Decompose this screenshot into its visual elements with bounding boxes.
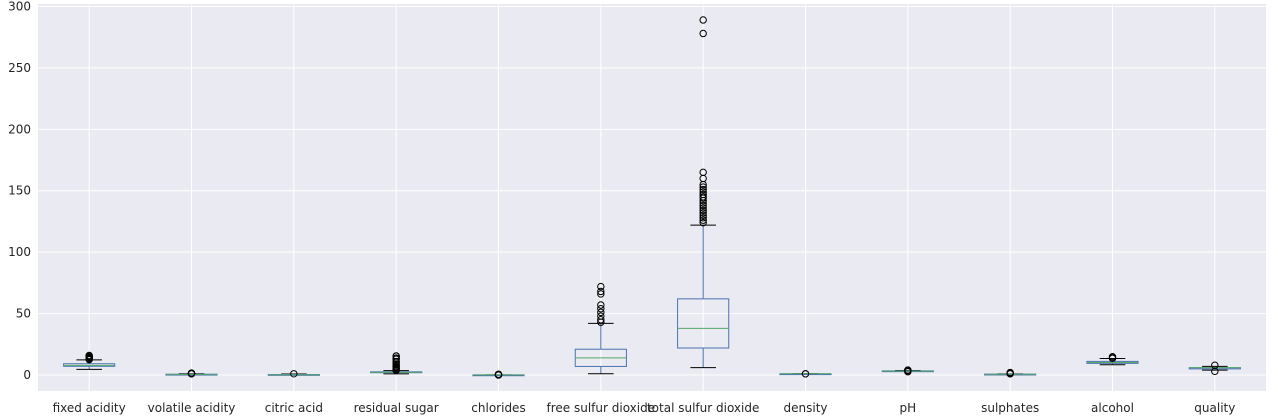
y-tick-label: 300 [8,0,31,13]
outlier-point [699,206,707,215]
outlier-point [699,168,707,177]
outlier-point [85,351,93,360]
outlier-point [597,308,605,317]
y-tick-label: 50 [16,307,31,321]
y-tick-label: 0 [23,368,31,382]
outlier-point [187,369,196,377]
outlier-point [597,282,605,291]
outlier-point [699,185,707,194]
box-volatile-acidity [165,369,218,378]
box-residual-sugar [370,352,423,375]
outlier-point [1006,368,1014,377]
y-tick-label: 150 [8,184,31,198]
outlier-point [699,211,707,220]
outlier-point [392,352,400,360]
x-tick-label: residual sugar [354,401,439,415]
outlier-point [699,216,707,224]
x-tick-label: volatile acidity [148,401,236,415]
x-tick-label: chlorides [471,401,525,415]
plot-background [38,4,1266,391]
box-density [779,370,832,378]
outlier-point [699,218,707,227]
box-series [63,16,1241,379]
outlier-point [699,204,707,212]
box-alcohol [1086,353,1139,366]
x-tick-label: quality [1194,401,1235,415]
outlier-point [597,290,605,298]
x-tick-label: sulphates [981,401,1039,415]
outlier-point [392,354,400,362]
outlier-point [494,370,503,378]
box-free-sulfur-dioxide [574,282,627,375]
y-axis-tick-labels: 0 50 100 150 200 250 300 [8,0,31,382]
outlier-point [699,214,707,222]
x-tick-label: pH [900,401,917,415]
y-tick-label: 100 [8,245,31,259]
box-sulphates [984,368,1037,378]
x-axis-category-labels: fixed acidity volatile acidity citric acid… [53,401,1236,415]
y-tick-label: 200 [8,122,31,136]
outlier-point [699,193,707,201]
x-tick-label: total sulfur dioxide [647,401,759,415]
outlier-point [699,188,707,196]
x-tick-label: citric acid [265,401,323,415]
box-total-sulfur-dioxide [677,16,730,369]
outlier-point [699,201,707,210]
outlier-point [1108,353,1117,361]
box-fixed-acidity [63,351,116,370]
x-tick-label: alcohol [1091,401,1134,415]
outlier-point [1211,361,1219,369]
outlier-point [392,357,400,366]
outlier-point [597,304,605,313]
outlier-point [290,370,298,378]
outlier-point [699,16,707,24]
outlier-point [801,370,810,378]
x-tick-label: density [784,401,828,415]
outlier-point [597,316,605,324]
box-quality [1188,361,1241,376]
x-tick-label: free sulfur dioxide [547,401,656,415]
x-tick-label: fixed acidity [53,401,126,415]
outlier-point [597,312,605,320]
outlier-point [699,209,707,217]
iqr-box [677,298,730,349]
box-citric-acid [267,370,320,378]
y-tick-label: 250 [8,61,31,75]
box-chlorides [472,370,525,379]
outlier-point [699,190,707,199]
outlier-point [597,287,605,296]
outlier-point [904,366,912,374]
outlier-point [699,29,707,38]
outlier-point [699,183,707,191]
outlier-point [597,301,605,309]
box-pH [881,366,934,376]
